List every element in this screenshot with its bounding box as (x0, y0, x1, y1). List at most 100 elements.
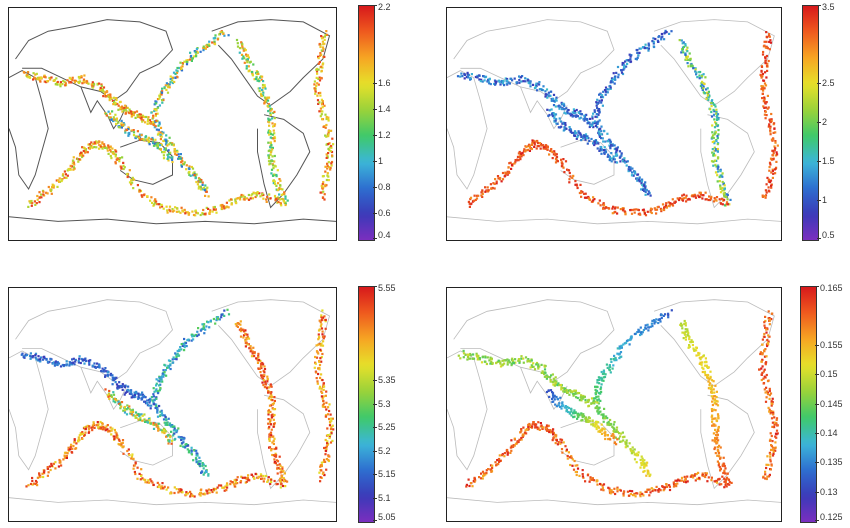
seismic-point (249, 345, 252, 348)
seismic-point (710, 408, 713, 411)
seismic-point (34, 203, 37, 206)
seismic-point (724, 467, 727, 470)
seismic-point (120, 401, 124, 404)
seismic-point (261, 377, 265, 380)
seismic-point (162, 98, 165, 102)
seismic-point (603, 417, 606, 420)
seismic-point (267, 391, 270, 394)
seismic-point (121, 388, 124, 391)
seismic-point (147, 141, 150, 144)
seismic-point (609, 86, 612, 89)
seismic-point (499, 176, 502, 180)
seismic-point (712, 417, 715, 420)
seismic-point (488, 359, 491, 362)
seismic-point (771, 169, 774, 172)
seismic-point (323, 318, 326, 322)
seismic-point (768, 317, 771, 320)
seismic-point (175, 71, 179, 75)
seismic-point (122, 167, 125, 171)
seismic-point (34, 353, 37, 357)
seismic-point (688, 335, 691, 339)
seismic-point (568, 456, 571, 459)
seismic-point (614, 356, 617, 360)
seismic-point (763, 321, 766, 324)
seismic-point (169, 210, 172, 213)
seismic-point (201, 470, 204, 473)
seismic-point (718, 465, 721, 469)
seismic-point (70, 81, 73, 84)
seismic-point (774, 131, 777, 134)
seismic-point (465, 76, 468, 79)
seismic-point (33, 200, 36, 203)
seismic-point (761, 338, 764, 341)
seismic-point (163, 151, 166, 154)
seismic-point (684, 53, 687, 56)
seismic-point (609, 139, 612, 142)
seismic-point (316, 99, 320, 102)
seismic-point (229, 480, 232, 483)
seismic-point (34, 73, 37, 76)
seismic-point (713, 391, 716, 394)
seismic-point (144, 420, 147, 423)
seismic-point (115, 434, 118, 437)
seismic-point (721, 186, 724, 190)
seismic-point (538, 88, 541, 91)
seismic-point (147, 136, 150, 139)
seismic-point (699, 358, 702, 361)
seismic-point (764, 196, 767, 199)
seismic-point (320, 103, 324, 106)
seismic-point (647, 488, 650, 491)
seismic-point (602, 379, 605, 382)
seismic-point (710, 101, 713, 104)
seismic-point (158, 97, 161, 100)
seismic-point (591, 477, 594, 480)
seismic-point (524, 150, 527, 153)
seismic-point (271, 133, 274, 136)
seismic-point (563, 122, 566, 125)
seismic-point (280, 479, 284, 482)
seismic-point (716, 167, 719, 170)
seismic-point (157, 379, 160, 382)
seismic-point (608, 368, 611, 371)
colorbar-label: 1 (378, 156, 384, 166)
seismic-point (262, 197, 265, 200)
seismic-point (78, 76, 82, 79)
seismic-point (673, 484, 676, 487)
seismic-point (652, 37, 655, 40)
seismic-point (120, 384, 123, 388)
seismic-point (715, 111, 718, 114)
seismic-point (266, 375, 269, 378)
seismic-point (551, 112, 554, 115)
seismic-point (197, 327, 200, 330)
seismic-point (495, 362, 498, 365)
seismic-point (273, 458, 276, 461)
seismic-point (499, 459, 502, 462)
seismic-point (165, 134, 168, 137)
seismic-point (215, 211, 218, 214)
seismic-point (711, 400, 714, 403)
seismic-point (504, 77, 507, 80)
seismic-point (318, 101, 321, 104)
seismic-point (677, 479, 680, 482)
seismic-point (560, 161, 563, 164)
seismic-point (111, 374, 114, 377)
seismic-point (129, 391, 132, 394)
seismic-point (680, 39, 683, 42)
seismic-point (612, 423, 615, 426)
seismic-point (118, 160, 121, 163)
seismic-point (128, 169, 131, 172)
seismic-point (225, 489, 228, 492)
seismic-point (56, 179, 60, 182)
seismic-point (772, 152, 775, 155)
seismic-point (173, 486, 176, 489)
seismic-point (202, 46, 205, 49)
seismic-point (541, 427, 544, 430)
seismic-point (580, 113, 583, 116)
seismic-point (321, 379, 324, 382)
seismic-point (482, 472, 486, 475)
seismic-point (469, 198, 472, 201)
seismic-point (723, 465, 726, 468)
seismic-point (31, 479, 34, 483)
seismic-point (591, 117, 594, 120)
seismic-point (596, 381, 599, 384)
